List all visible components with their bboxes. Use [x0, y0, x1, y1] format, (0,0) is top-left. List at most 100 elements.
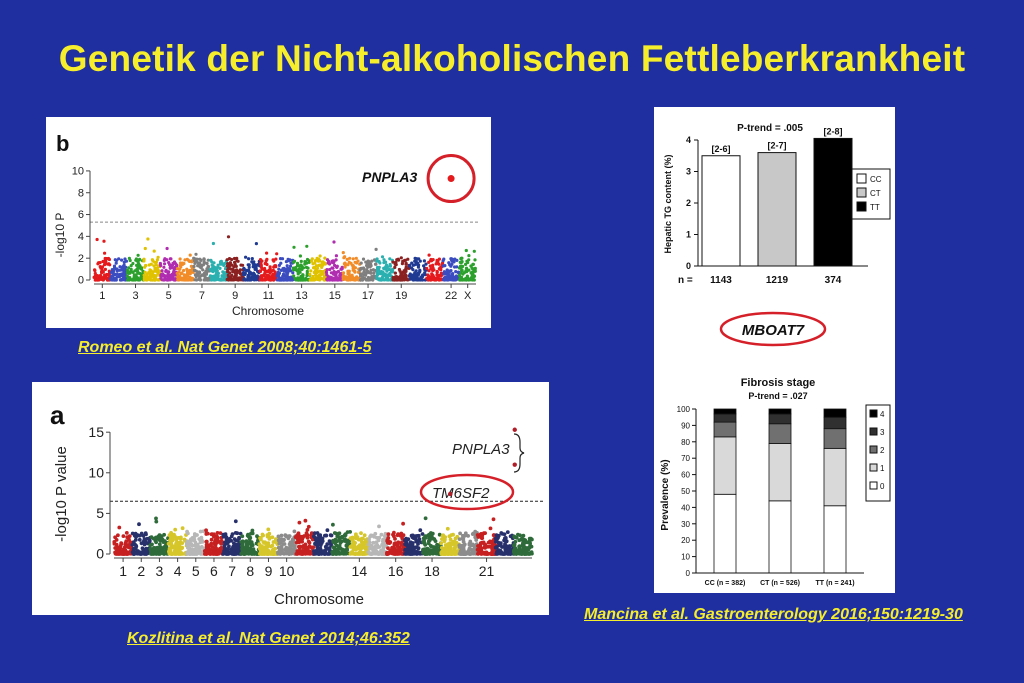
snp-point [382, 258, 386, 262]
snp-point [189, 269, 193, 273]
snp-point [213, 538, 218, 542]
snp-point [167, 533, 172, 537]
y-tick-label: 10 [681, 553, 690, 562]
citation-mancina[interactable]: Mancina et al. Gastroenterology 2016;150… [584, 606, 963, 623]
snp-point [255, 263, 259, 267]
snp-point [467, 278, 471, 282]
snp-point [528, 541, 532, 546]
citation-romeo[interactable]: Romeo et al. Nat Genet 2008;40:1461-5 [78, 339, 372, 356]
snp-point [195, 533, 199, 537]
snp-point [133, 278, 137, 282]
snp-point [340, 535, 344, 540]
snp-point [417, 263, 421, 267]
snp-point [388, 257, 392, 261]
chromosome-label: 13 [295, 290, 307, 302]
snp-point [137, 266, 141, 270]
snp-point [463, 533, 467, 538]
snp-point [403, 272, 407, 277]
tg-bar-cc [701, 155, 741, 267]
y-tick-label: 4 [78, 231, 84, 243]
snp-point [477, 547, 481, 552]
snp-point [460, 536, 465, 541]
snp-point [265, 544, 270, 549]
snp-point [349, 277, 353, 281]
snp-point [132, 273, 136, 277]
snp-point [391, 260, 395, 264]
snp-point [427, 551, 431, 556]
snp-point [460, 543, 465, 548]
snp-point [263, 271, 267, 275]
snp-point [471, 267, 475, 271]
snp-point [413, 259, 417, 263]
snp-point [114, 261, 118, 265]
snp-point [199, 258, 203, 262]
snp-point [302, 551, 307, 556]
snp-point [385, 539, 390, 543]
snp-point [153, 260, 157, 264]
snp-point [336, 269, 340, 274]
snp-point [291, 538, 296, 543]
snp-point [365, 263, 369, 267]
snp-point [377, 259, 381, 264]
snp-point [454, 552, 458, 556]
snp-point [178, 257, 182, 261]
snp-point [254, 552, 259, 556]
snp-point [314, 542, 318, 547]
snp-point [103, 260, 107, 264]
snp-point [512, 552, 517, 556]
legend-swatch [869, 427, 878, 436]
citation-kozlitina[interactable]: Kozlitina et al. Nat Genet 2014;46:352 [127, 630, 410, 647]
snp-point [114, 277, 118, 281]
snp-point [459, 257, 463, 261]
snp-point [416, 271, 420, 276]
snp-point [482, 541, 486, 546]
snp-point [192, 264, 196, 269]
snp-point [243, 268, 247, 272]
snp-point [392, 276, 396, 280]
snp-point [385, 552, 390, 556]
snp-point [186, 539, 191, 544]
chromosome-label: 9 [232, 290, 238, 302]
snp-point [224, 550, 229, 555]
snp-point [182, 273, 186, 277]
panel-letter-b: b [56, 131, 69, 156]
snp-point [403, 547, 408, 552]
snp-point [220, 274, 224, 278]
snp-point [350, 535, 355, 540]
snp-point [297, 520, 302, 525]
snp-point [234, 273, 238, 277]
snp-point [316, 552, 321, 556]
snp-point [286, 277, 291, 281]
pnpla3-bracket [513, 433, 525, 473]
snp-point [133, 269, 137, 273]
snp-point [321, 272, 325, 276]
snp-point [149, 549, 153, 554]
snp-point [316, 259, 321, 263]
snp-point [262, 552, 267, 556]
snp-point [437, 532, 442, 537]
snp-point [369, 268, 373, 272]
snp-point [188, 253, 192, 257]
snp-point [168, 257, 172, 261]
snp-point [404, 262, 408, 266]
snp-point [112, 540, 117, 544]
snp-point [391, 267, 395, 271]
snp-point [194, 252, 198, 256]
snp-point [451, 274, 455, 278]
chromosome-label: 3 [132, 290, 138, 302]
snp-point [505, 530, 510, 534]
y-tick-label: 0 [96, 546, 104, 562]
snp-point [136, 253, 140, 257]
snp-point [473, 258, 477, 262]
snp-point [464, 248, 468, 253]
snp-point [254, 541, 259, 546]
fibrosis-segment-2 [768, 423, 792, 444]
snp-point [145, 278, 149, 282]
snp-point [439, 541, 444, 546]
snp-point [488, 526, 493, 531]
tg-n-values: 1143 1219 374 [710, 275, 842, 286]
snp-point [247, 257, 251, 261]
snp-point [143, 246, 147, 251]
snp-point [218, 260, 223, 264]
snp-point [380, 539, 385, 544]
